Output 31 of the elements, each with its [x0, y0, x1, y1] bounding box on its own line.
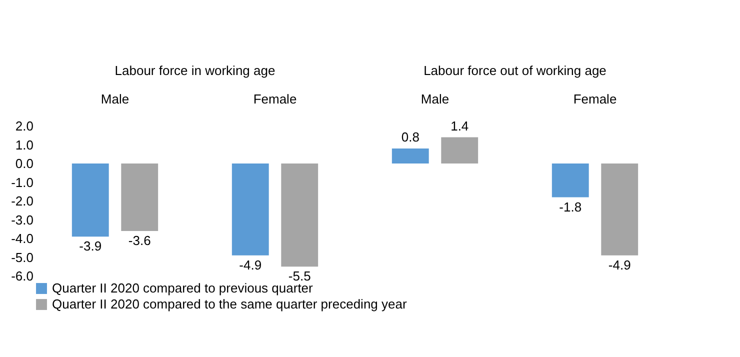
data-label: -4.9: [239, 257, 262, 272]
y-tick-label: -4.0: [11, 231, 34, 246]
y-tick-label: -6.0: [11, 268, 34, 284]
y-tick-label: 1.0: [15, 137, 34, 152]
data-label: -3.6: [128, 233, 151, 248]
y-tick-label: -5.0: [11, 250, 34, 265]
y-tick-label: 0.0: [15, 156, 34, 171]
legend-label: Quarter II 2020 compared to the same quarter preceding year: [52, 296, 408, 312]
y-tick-label: -2.0: [11, 194, 34, 208]
bar: [601, 164, 638, 256]
x-tick-label: Male: [100, 92, 130, 106]
data-label: 1.4: [450, 118, 469, 134]
data-label: -1.8: [559, 199, 582, 214]
data-label: 0.8: [401, 130, 420, 144]
y-tick-label: -1.0: [11, 174, 34, 190]
bar: [281, 164, 318, 267]
bar: [441, 137, 478, 164]
bar: [552, 164, 589, 198]
text: Labour force in working age: [114, 63, 276, 78]
text: Labour force out of working age: [424, 63, 606, 78]
bar: [72, 164, 109, 237]
x-tick-label: Female: [253, 92, 297, 106]
x-tick-label: Female: [573, 92, 617, 106]
x-tick-label: Male: [420, 92, 450, 106]
bar: [392, 148, 429, 164]
bar: [121, 164, 158, 231]
y-tick-label: -3.0: [11, 212, 34, 228]
data-label: -4.9: [608, 257, 631, 272]
bar: [232, 164, 269, 256]
y-tick-label: 2.0: [15, 118, 34, 134]
data-label: -3.9: [79, 238, 102, 254]
